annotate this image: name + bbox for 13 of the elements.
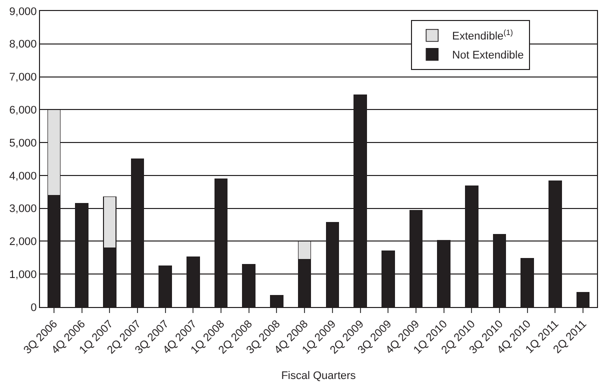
y-tick-label: 3,000: [9, 203, 37, 216]
y-tick-label: 4,000: [9, 170, 37, 182]
y-tick-label: 5,000: [9, 137, 37, 150]
y-tick-label: 6,000: [9, 104, 37, 117]
x-axis-title: Fiscal Quarters: [281, 370, 356, 382]
y-tick-label: 2,000: [9, 236, 37, 248]
y-tick-label: 0: [30, 302, 37, 314]
y-tick-label: 1,000: [9, 268, 37, 281]
y-tick-label: 8,000: [9, 38, 37, 51]
legend-label: Extendible$^{(1)}$: [452, 28, 514, 43]
legend-label: Not Extendible: [452, 50, 524, 62]
y-tick-label: 7,000: [9, 72, 37, 84]
y-tick-label: 9,000: [9, 6, 37, 18]
